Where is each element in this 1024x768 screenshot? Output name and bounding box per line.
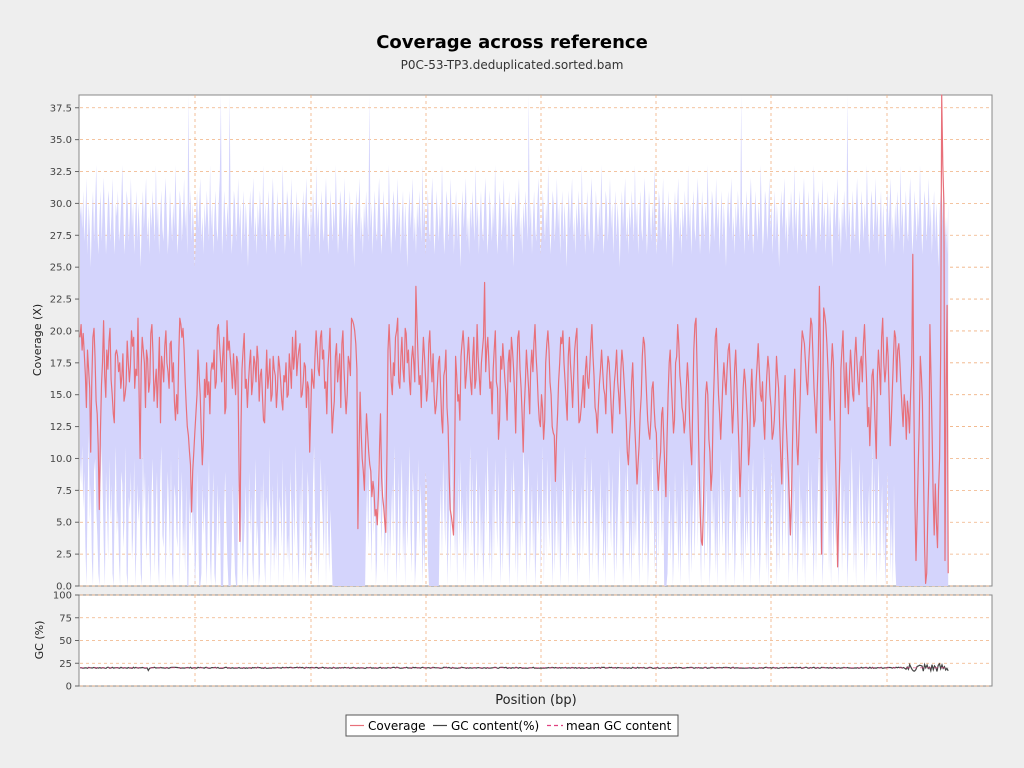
gc-y-tick-label: 100 bbox=[53, 591, 72, 602]
coverage-y-ticks: 0.0 2.5 5.0 7.5 10.0 12.5 15.0 17.5 20.0 22.5 25.0… bbox=[50, 103, 79, 593]
coverage-y-tick-label: 15.0 bbox=[50, 390, 72, 401]
legend: Coverage GC content(%) mean GC content bbox=[345, 714, 679, 737]
coverage-y-tick-label: 17.5 bbox=[50, 358, 72, 369]
coverage-y-tick-label: 20.0 bbox=[50, 326, 72, 337]
legend-mean-gc-label: mean GC content bbox=[566, 719, 672, 733]
coverage-series-path bbox=[79, 94, 949, 584]
chart-title: Coverage across reference bbox=[376, 32, 648, 53]
coverage-y-tick-label: 5.0 bbox=[56, 518, 72, 529]
legend-gc-label: GC content(%) bbox=[451, 719, 539, 733]
coverage-y-tick-label: 37.5 bbox=[50, 103, 72, 114]
gc-y-tick-label: 50 bbox=[59, 636, 72, 647]
coverage-y-tick-label: 35.0 bbox=[50, 135, 72, 146]
gc-y-label: GC (%) bbox=[33, 621, 46, 660]
coverage-y-tick-label: 22.5 bbox=[50, 295, 72, 306]
coverage-y-tick-label: 32.5 bbox=[50, 167, 72, 178]
x-axis-label: Position (bp) bbox=[495, 693, 576, 708]
coverage-y-tick-label: 2.5 bbox=[56, 550, 72, 561]
gc-y-tick-label: 25 bbox=[59, 659, 72, 670]
coverage-y-tick-label: 25.0 bbox=[50, 263, 72, 274]
coverage-y-tick-label: 0.0 bbox=[56, 582, 72, 593]
coverage-y-tick-label: 7.5 bbox=[56, 486, 72, 497]
gc-line bbox=[79, 662, 949, 673]
coverage-band bbox=[80, 95, 949, 586]
legend-coverage-label: Coverage bbox=[368, 719, 426, 733]
coverage-y-tick-label: 12.5 bbox=[50, 422, 72, 433]
gc-y-ticks: 0 25 50 75 100 bbox=[53, 591, 79, 693]
legend-box bbox=[345, 714, 679, 737]
coverage-line bbox=[79, 94, 949, 584]
coverage-y-tick-label: 27.5 bbox=[50, 231, 72, 242]
coverage-y-tick-label: 10.0 bbox=[50, 454, 72, 465]
coverage-y-tick-label: 30.0 bbox=[50, 199, 72, 210]
gc-grid bbox=[80, 594, 991, 687]
gc-y-tick-label: 75 bbox=[59, 613, 72, 624]
coverage-y-label: Coverage (X) bbox=[31, 304, 44, 376]
coverage-band-area bbox=[80, 95, 949, 586]
chart-subtitle: P0C-53-TP3.deduplicated.sorted.bam bbox=[401, 58, 624, 72]
gc-y-tick-label: 0 bbox=[66, 682, 72, 693]
